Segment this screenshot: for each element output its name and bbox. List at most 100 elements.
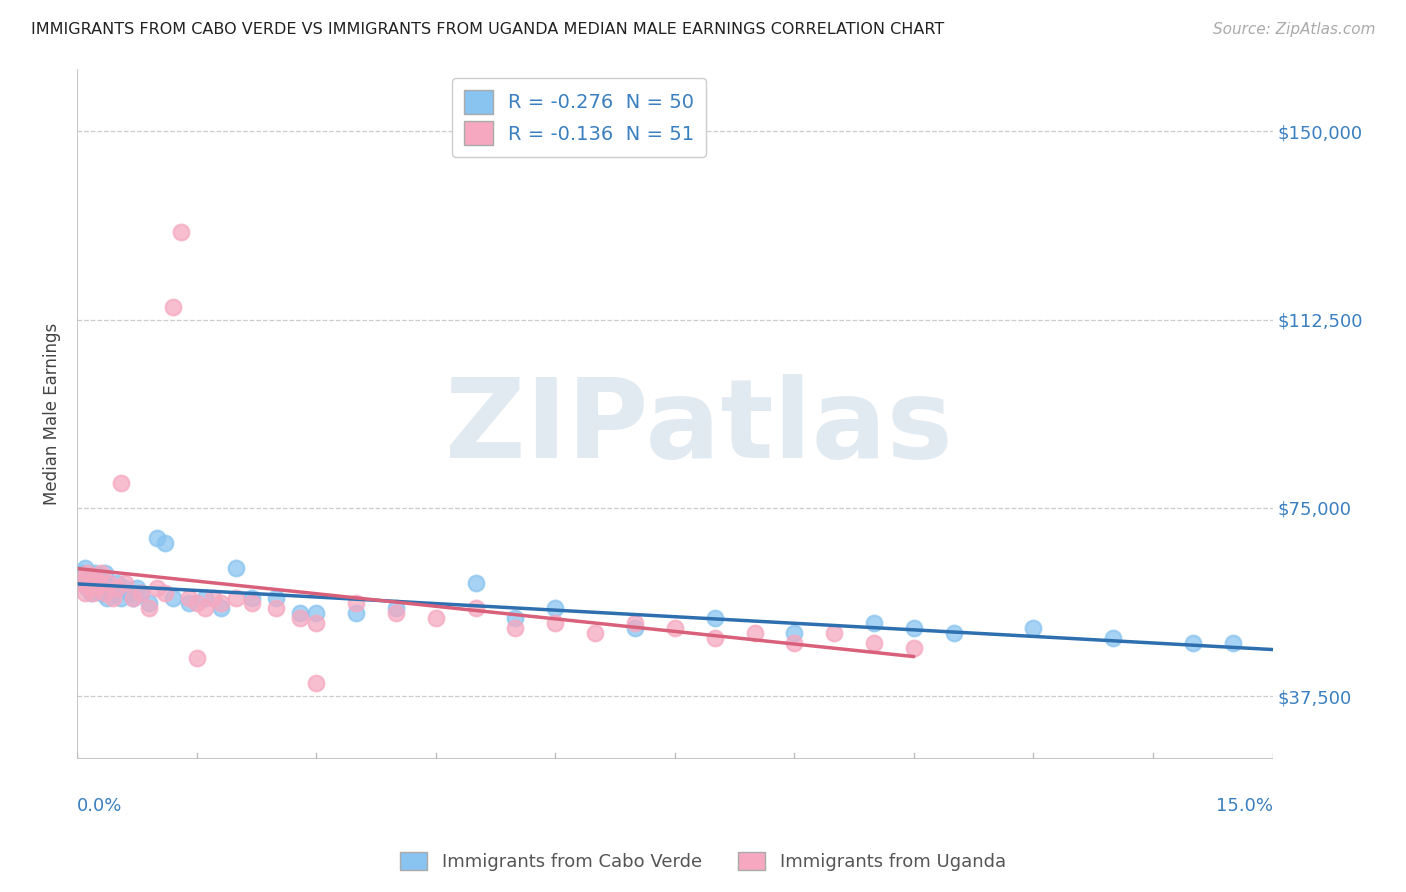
Immigrants from Uganda xyxy=(703,632,725,646)
Immigrants from Uganda xyxy=(73,586,96,600)
Immigrants from Uganda xyxy=(225,591,247,606)
Immigrants from Cabo Verde xyxy=(1222,636,1244,650)
Text: Source: ZipAtlas.com: Source: ZipAtlas.com xyxy=(1212,22,1375,37)
Immigrants from Uganda xyxy=(177,591,200,606)
Immigrants from Cabo Verde xyxy=(91,576,114,591)
Text: IMMIGRANTS FROM CABO VERDE VS IMMIGRANTS FROM UGANDA MEDIAN MALE EARNINGS CORREL: IMMIGRANTS FROM CABO VERDE VS IMMIGRANTS… xyxy=(31,22,945,37)
Immigrants from Uganda xyxy=(83,571,105,585)
Immigrants from Cabo Verde xyxy=(1102,632,1125,646)
Immigrants from Cabo Verde xyxy=(1022,621,1045,635)
Immigrants from Cabo Verde xyxy=(96,591,118,606)
Immigrants from Cabo Verde xyxy=(118,586,141,600)
Immigrants from Cabo Verde xyxy=(101,586,124,600)
Immigrants from Cabo Verde xyxy=(114,581,136,595)
Immigrants from Cabo Verde xyxy=(80,586,103,600)
Immigrants from Cabo Verde xyxy=(266,591,288,606)
Immigrants from Cabo Verde xyxy=(70,566,93,580)
Immigrants from Cabo Verde xyxy=(242,591,264,606)
Immigrants from Uganda xyxy=(201,591,224,606)
Immigrants from Uganda xyxy=(903,641,925,656)
Immigrants from Uganda xyxy=(209,596,232,610)
Legend: Immigrants from Cabo Verde, Immigrants from Uganda: Immigrants from Cabo Verde, Immigrants f… xyxy=(394,845,1012,879)
Immigrants from Cabo Verde xyxy=(98,581,121,595)
Immigrants from Uganda xyxy=(94,586,117,600)
Immigrants from Cabo Verde xyxy=(1181,636,1204,650)
Immigrants from Uganda xyxy=(162,300,184,314)
Immigrants from Uganda xyxy=(72,571,94,585)
Immigrants from Cabo Verde xyxy=(73,561,96,575)
Immigrants from Uganda xyxy=(242,596,264,610)
Immigrants from Cabo Verde xyxy=(863,616,886,631)
Immigrants from Uganda xyxy=(76,566,98,580)
Immigrants from Cabo Verde xyxy=(110,591,132,606)
Immigrants from Cabo Verde xyxy=(903,621,925,635)
Immigrants from Uganda xyxy=(266,601,288,615)
Immigrants from Uganda xyxy=(89,576,111,591)
Immigrants from Cabo Verde xyxy=(385,601,408,615)
Immigrants from Cabo Verde xyxy=(129,586,152,600)
Immigrants from Cabo Verde xyxy=(82,576,104,591)
Immigrants from Uganda xyxy=(129,586,152,600)
Immigrants from Uganda xyxy=(425,611,447,625)
Immigrants from Uganda xyxy=(114,576,136,591)
Immigrants from Cabo Verde xyxy=(162,591,184,606)
Immigrants from Cabo Verde xyxy=(83,566,105,580)
Immigrants from Cabo Verde xyxy=(544,601,567,615)
Immigrants from Cabo Verde xyxy=(122,591,145,606)
Immigrants from Cabo Verde xyxy=(209,601,232,615)
Immigrants from Cabo Verde xyxy=(76,581,98,595)
Immigrants from Uganda xyxy=(305,676,328,690)
Immigrants from Uganda xyxy=(664,621,686,635)
Immigrants from Uganda xyxy=(544,616,567,631)
Immigrants from Cabo Verde xyxy=(464,576,486,591)
Immigrants from Uganda xyxy=(290,611,312,625)
Immigrants from Cabo Verde xyxy=(194,591,217,606)
Immigrants from Cabo Verde xyxy=(153,536,176,550)
Immigrants from Uganda xyxy=(138,601,160,615)
Y-axis label: Median Male Earnings: Median Male Earnings xyxy=(44,323,60,505)
Immigrants from Uganda xyxy=(344,596,367,610)
Immigrants from Cabo Verde xyxy=(105,576,128,591)
Immigrants from Uganda xyxy=(101,591,124,606)
Immigrants from Cabo Verde xyxy=(942,626,965,640)
Immigrants from Uganda xyxy=(70,576,93,591)
Immigrants from Uganda xyxy=(783,636,806,650)
Immigrants from Uganda xyxy=(186,596,208,610)
Immigrants from Cabo Verde xyxy=(90,586,112,600)
Immigrants from Uganda xyxy=(80,576,103,591)
Immigrants from Cabo Verde xyxy=(86,581,108,595)
Text: 0.0%: 0.0% xyxy=(77,797,122,814)
Immigrants from Cabo Verde xyxy=(344,606,367,620)
Immigrants from Uganda xyxy=(146,581,169,595)
Immigrants from Cabo Verde xyxy=(138,596,160,610)
Immigrants from Uganda xyxy=(77,581,100,595)
Immigrants from Uganda xyxy=(170,225,193,239)
Immigrants from Cabo Verde xyxy=(305,606,328,620)
Immigrants from Uganda xyxy=(186,651,208,665)
Immigrants from Uganda xyxy=(86,581,108,595)
Immigrants from Uganda xyxy=(98,576,121,591)
Immigrants from Cabo Verde xyxy=(703,611,725,625)
Immigrants from Cabo Verde xyxy=(177,596,200,610)
Immigrants from Uganda xyxy=(464,601,486,615)
Immigrants from Cabo Verde xyxy=(89,571,111,585)
Immigrants from Uganda xyxy=(153,586,176,600)
Immigrants from Uganda xyxy=(385,606,408,620)
Immigrants from Cabo Verde xyxy=(624,621,647,635)
Text: 15.0%: 15.0% xyxy=(1216,797,1272,814)
Immigrants from Uganda xyxy=(583,626,606,640)
Text: ZIPatlas: ZIPatlas xyxy=(444,374,953,481)
Immigrants from Uganda xyxy=(122,591,145,606)
Immigrants from Uganda xyxy=(744,626,766,640)
Immigrants from Cabo Verde xyxy=(77,571,100,585)
Immigrants from Uganda xyxy=(505,621,527,635)
Immigrants from Uganda xyxy=(90,566,112,580)
Immigrants from Uganda xyxy=(863,636,886,650)
Immigrants from Cabo Verde xyxy=(505,611,527,625)
Legend: R = -0.276  N = 50, R = -0.136  N = 51: R = -0.276 N = 50, R = -0.136 N = 51 xyxy=(453,78,706,157)
Immigrants from Uganda xyxy=(105,581,128,595)
Immigrants from Uganda xyxy=(110,475,132,490)
Immigrants from Uganda xyxy=(194,601,217,615)
Immigrants from Cabo Verde xyxy=(94,566,117,580)
Immigrants from Cabo Verde xyxy=(783,626,806,640)
